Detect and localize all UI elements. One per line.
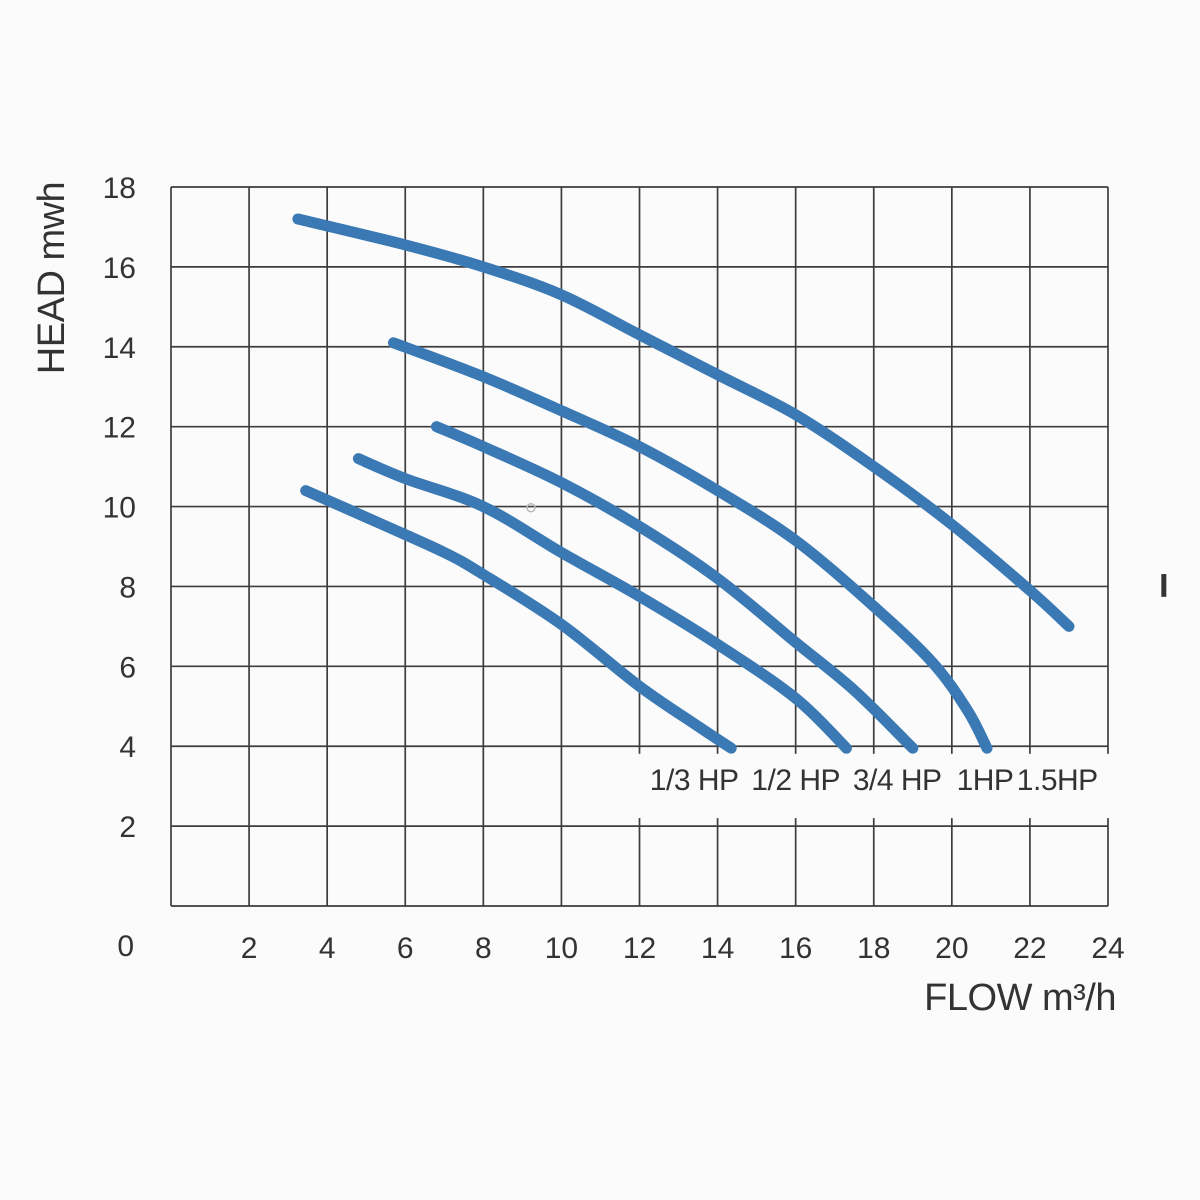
series-label-1-2-hp: 1/2 HP <box>751 764 840 797</box>
y-tick-label: 12 <box>103 412 136 445</box>
hp-labels: 1/3 HP 1/2 HP 3/4 HP 1HP 1.5HP <box>650 764 1098 797</box>
x-tick-label: 2 <box>241 932 258 965</box>
x-tick-label: 10 <box>545 932 578 965</box>
y-tick-label: 8 <box>119 571 136 604</box>
x-tick-label: 6 <box>397 932 414 965</box>
curve-3-4-hp <box>431 421 919 754</box>
x-axis-tick-labels: 2 4 6 8 10 12 14 16 18 20 22 24 <box>241 932 1125 965</box>
x-axis-title: FLOW m³/h <box>924 977 1116 1019</box>
curve-1-5hp <box>292 213 1075 632</box>
x-tick-label: 22 <box>1013 932 1046 965</box>
x-tick-label: 12 <box>623 932 656 965</box>
y-tick-label: 14 <box>103 332 136 365</box>
series-label-1hp: 1HP <box>957 764 1014 797</box>
chart-extras <box>526 503 1167 597</box>
y-tick-label: 18 <box>103 172 136 205</box>
curve-1-2-hp <box>352 453 852 754</box>
series-label-1-3-hp: 1/3 HP <box>650 764 739 797</box>
x-tick-label: 20 <box>935 932 968 965</box>
hp-label-band-rect <box>635 753 1116 819</box>
x-tick-label: 14 <box>701 932 734 965</box>
series-label-3-4-hp: 3/4 HP <box>853 764 942 797</box>
y-tick-label: 2 <box>119 811 136 844</box>
watermark-dot <box>526 503 536 513</box>
curve-1hp <box>388 337 993 754</box>
grid-lines <box>170 186 1109 907</box>
pump-curves <box>292 213 1075 754</box>
series-label-1-5hp: 1.5HP <box>1017 764 1098 797</box>
y-tick-label: 16 <box>103 252 136 285</box>
y-tick-label: 4 <box>119 731 136 764</box>
hp-label-band <box>635 753 1116 819</box>
x-tick-label: 16 <box>779 932 812 965</box>
x-tick-label: 4 <box>319 932 336 965</box>
x-tick-label: 24 <box>1091 932 1124 965</box>
y-tick-label: 10 <box>103 492 136 525</box>
curve-1-3-hp <box>300 485 737 754</box>
y-axis-title: HEAD mwh <box>31 182 73 374</box>
x-tick-label: 8 <box>475 932 492 965</box>
x-tick-label: 18 <box>857 932 890 965</box>
y-axis-tick-labels: 2 4 6 8 10 12 14 16 18 <box>103 172 136 844</box>
y-tick-label: 6 <box>119 651 136 684</box>
origin-tick-label: 0 <box>117 930 134 963</box>
